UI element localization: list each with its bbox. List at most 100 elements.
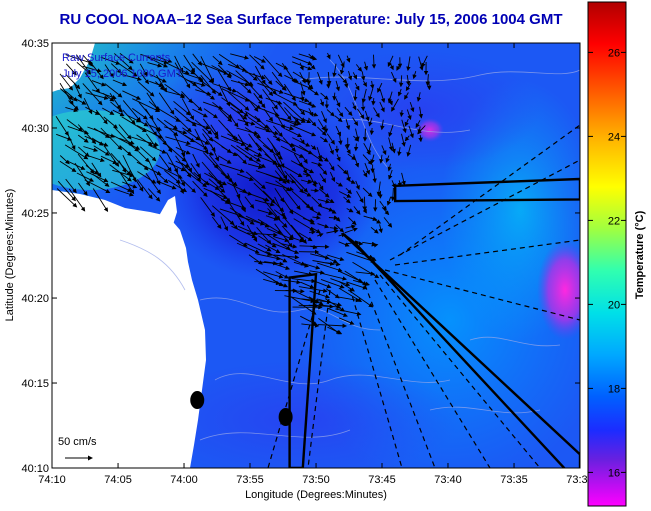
current-vector: [284, 107, 300, 124]
current-vector: [103, 116, 118, 129]
current-vector: [307, 83, 314, 90]
current-vector: [212, 101, 233, 119]
current-vector: [200, 74, 216, 95]
current-vector: [328, 143, 334, 155]
current-vector: [65, 74, 81, 90]
current-vector: [376, 181, 382, 197]
current-vector: [405, 82, 412, 92]
current-vector: [390, 187, 396, 202]
current-vector: [310, 208, 322, 216]
current-vector: [335, 224, 344, 233]
current-vector: [263, 108, 274, 122]
current-vector: [244, 196, 255, 209]
x-tick-label: 74:05: [104, 474, 132, 486]
current-vector: [77, 134, 89, 143]
current-vector: [253, 73, 274, 97]
current-vector: [248, 99, 259, 112]
current-vector: [309, 229, 316, 235]
current-vector: [401, 133, 406, 147]
current-vector: [265, 215, 279, 221]
current-vector: [221, 146, 238, 157]
current-vector: [231, 225, 257, 238]
current-vector: [326, 198, 335, 203]
current-vector: [273, 153, 288, 180]
current-vector: [76, 172, 95, 182]
current-vector: [262, 144, 284, 160]
y-axis-ticks: 40:35 40:30 40:25 40:20 40:15 40:10: [21, 38, 580, 475]
current-vector: [119, 53, 134, 64]
current-vector: [388, 137, 394, 152]
current-vector: [113, 126, 134, 147]
current-vector: [136, 134, 153, 147]
radial-line: [267, 289, 321, 468]
current-vector: [91, 162, 102, 178]
current-vector: [73, 82, 82, 99]
current-vector: [355, 180, 360, 191]
current-vector: [139, 146, 157, 162]
current-vector: [363, 215, 378, 221]
current-vector: [60, 88, 74, 101]
current-vector: [220, 216, 228, 232]
current-vector: [203, 187, 229, 199]
current-vector: [363, 61, 369, 71]
current-vector: [292, 56, 313, 66]
current-vector: [370, 226, 379, 234]
current-vector: [326, 71, 332, 86]
current-vector: [338, 317, 355, 325]
current-vector: [156, 118, 179, 137]
current-vector: [283, 101, 306, 123]
x-tick-label: 74:00: [170, 474, 198, 486]
current-vector: [166, 62, 190, 75]
current-vector: [145, 172, 161, 195]
current-vector: [291, 278, 316, 284]
current-vector: [174, 107, 197, 127]
current-vector: [247, 163, 263, 170]
current-vector: [219, 163, 245, 173]
current-vector: [85, 165, 99, 175]
colorbar-gradient: [587, 1, 627, 507]
x-tick-label: 73:45: [368, 474, 396, 486]
current-vector: [129, 170, 144, 192]
current-vector: [219, 208, 244, 218]
current-vector: [337, 164, 348, 175]
radial-line: [349, 287, 403, 468]
radial-line: [399, 124, 580, 256]
current-vector: [274, 170, 287, 185]
current-vector: [181, 91, 193, 104]
current-vector: [109, 92, 122, 110]
current-vector: [352, 72, 358, 80]
current-vector: [237, 119, 256, 126]
current-vector: [265, 244, 281, 254]
current-vector: [85, 92, 109, 100]
current-vector: [282, 187, 301, 211]
current-vector: [377, 82, 383, 93]
current-vector: [191, 61, 214, 84]
current-vector: [299, 137, 305, 145]
current-vector: [302, 218, 315, 223]
current-vector: [119, 137, 135, 145]
current-vector: [275, 180, 291, 192]
current-vector: [190, 99, 203, 112]
scale-label: 50 cm/s: [58, 436, 97, 448]
radial-line: [364, 284, 436, 468]
current-vector: [185, 119, 211, 130]
current-vector: [388, 124, 394, 137]
current-vector: [165, 143, 187, 162]
current-vector: [137, 81, 155, 97]
current-vector: [227, 199, 245, 226]
current-vector: [226, 182, 248, 193]
current-vector: [256, 106, 280, 117]
current-vector: [248, 116, 271, 133]
current-vector: [104, 83, 123, 98]
current-vector: [346, 281, 368, 290]
current-vector: [332, 92, 337, 101]
current-vector: [335, 308, 362, 316]
current-vector: [362, 187, 373, 198]
current-vector: [281, 164, 303, 178]
current-vector: [343, 79, 349, 89]
current-vector: [245, 146, 263, 157]
current-vector: [211, 216, 222, 230]
current-vector: [318, 164, 328, 175]
current-vector: [347, 153, 357, 161]
current-vector: [301, 190, 312, 197]
